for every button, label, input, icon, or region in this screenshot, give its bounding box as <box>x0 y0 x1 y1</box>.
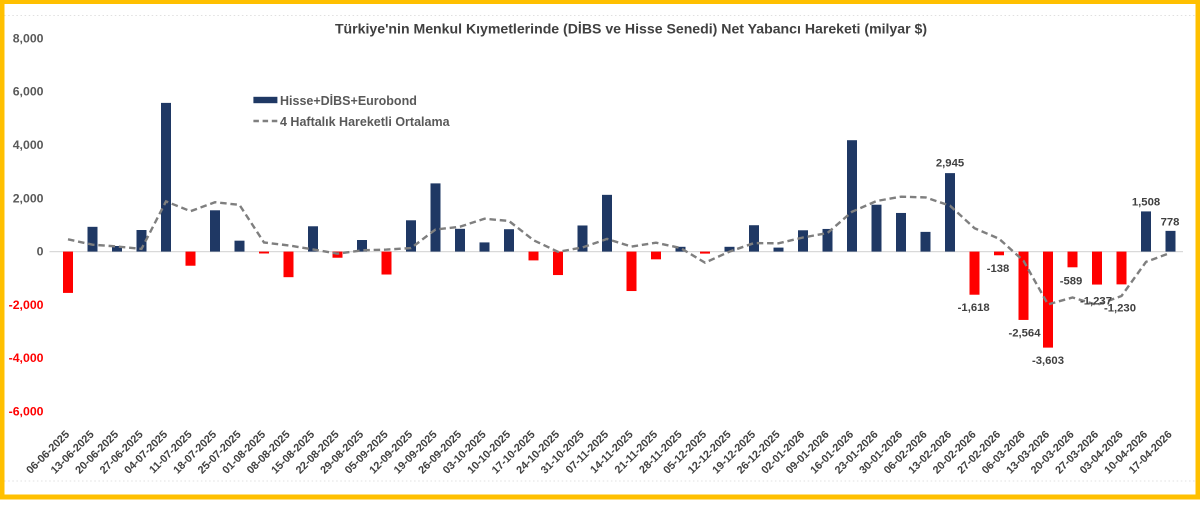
svg-text:-2,564: -2,564 <box>1008 328 1041 340</box>
svg-text:-4,000: -4,000 <box>9 351 44 365</box>
svg-text:-1,618: -1,618 <box>958 302 990 314</box>
svg-text:4 Haftalık Hareketli Ortalama: 4 Haftalık Hareketli Ortalama <box>280 115 451 129</box>
svg-text:778: 778 <box>1161 217 1180 229</box>
svg-text:Hisse+DİBS+Eurobond: Hisse+DİBS+Eurobond <box>280 93 417 108</box>
svg-text:-589: -589 <box>1060 276 1083 288</box>
svg-text:Türkiye'nin Menkul Kıymetlerin: Türkiye'nin Menkul Kıymetlerinde (DİBS v… <box>335 21 927 37</box>
svg-text:-2,000: -2,000 <box>9 298 44 312</box>
svg-text:-138: -138 <box>987 263 1010 275</box>
svg-text:6,000: 6,000 <box>13 85 44 99</box>
svg-text:4,000: 4,000 <box>13 138 44 152</box>
svg-text:-3,603: -3,603 <box>1032 355 1064 367</box>
svg-text:8,000: 8,000 <box>13 31 44 45</box>
svg-text:2,945: 2,945 <box>936 158 964 170</box>
svg-text:-1,230: -1,230 <box>1104 303 1136 315</box>
svg-text:-6,000: -6,000 <box>9 405 44 419</box>
svg-text:2,000: 2,000 <box>13 191 44 205</box>
svg-text:0: 0 <box>37 245 44 259</box>
svg-text:1,508: 1,508 <box>1132 197 1160 209</box>
